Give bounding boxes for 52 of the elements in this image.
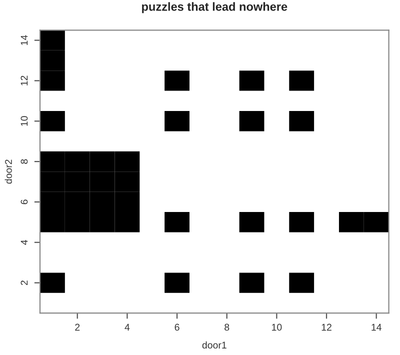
x-tick-label: 12	[322, 324, 332, 331]
point	[239, 212, 264, 232]
point	[40, 111, 65, 132]
point	[40, 272, 65, 293]
y-tick-label: 12	[20, 76, 28, 86]
point	[64, 172, 90, 192]
point	[64, 151, 90, 172]
point	[40, 212, 65, 232]
point	[90, 172, 115, 192]
x-tick-label: 14	[372, 324, 382, 331]
y-tick-label: 14	[20, 35, 28, 45]
point	[164, 212, 190, 232]
point	[40, 151, 65, 172]
point	[364, 212, 389, 232]
point	[40, 30, 65, 50]
point	[40, 192, 65, 212]
point	[40, 50, 65, 71]
y-axis-title: door2	[4, 160, 12, 184]
point	[289, 111, 314, 132]
point	[289, 70, 314, 91]
point	[114, 212, 140, 232]
point	[114, 151, 140, 172]
x-tick-label: 2	[75, 324, 80, 331]
point	[40, 70, 65, 91]
point	[289, 272, 314, 293]
y-tick-label: 8	[20, 159, 28, 164]
y-tick-label: 10	[20, 116, 28, 126]
chart-title: puzzles that lead nowhere	[142, 2, 288, 14]
point	[90, 192, 115, 212]
point	[239, 272, 264, 293]
point	[164, 111, 190, 132]
point	[289, 212, 314, 232]
point	[90, 212, 115, 232]
point	[64, 212, 90, 232]
point	[239, 70, 264, 91]
x-tick-label: 8	[224, 324, 230, 331]
point	[164, 70, 190, 91]
y-tick-label: 6	[20, 200, 28, 204]
x-axis-title: door1	[202, 341, 226, 349]
point	[239, 111, 264, 132]
point	[40, 172, 65, 192]
y-tick-label: 2	[20, 280, 28, 286]
x-tick-label: 6	[174, 324, 180, 331]
point	[338, 212, 364, 232]
x-tick-label: 10	[272, 324, 282, 331]
point	[90, 151, 115, 172]
point	[64, 192, 90, 212]
y-tick-label: 4	[20, 240, 28, 245]
x-tick-label: 4	[124, 324, 130, 331]
point	[114, 192, 140, 212]
point	[114, 172, 140, 192]
point	[164, 272, 190, 293]
